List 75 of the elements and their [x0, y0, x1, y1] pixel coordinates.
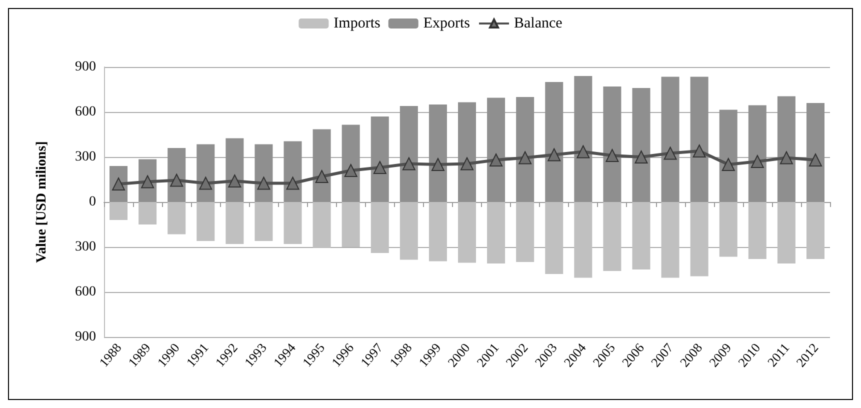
legend-label: Imports — [334, 16, 381, 32]
bar — [690, 76, 708, 202]
y-tick-label: 300 — [75, 150, 96, 164]
point — [722, 158, 735, 171]
bar — [545, 202, 564, 274]
point — [315, 170, 328, 183]
point — [344, 164, 358, 177]
bar — [138, 202, 157, 224]
point — [692, 144, 706, 158]
point — [373, 161, 386, 174]
bar — [632, 202, 650, 270]
point — [664, 146, 677, 160]
point — [402, 157, 416, 170]
bar — [574, 76, 592, 202]
bar — [458, 202, 476, 263]
bar — [110, 202, 128, 220]
bar — [428, 202, 447, 262]
bar — [603, 202, 622, 271]
bar — [370, 202, 389, 253]
bar — [370, 116, 389, 202]
bar — [806, 202, 824, 259]
point — [286, 176, 300, 190]
bar — [312, 202, 331, 248]
bar — [545, 82, 564, 202]
bar — [400, 106, 418, 202]
bar — [719, 110, 738, 202]
bar — [196, 202, 215, 241]
y-tick-label: 900 — [75, 60, 96, 74]
point — [548, 148, 561, 162]
bar — [719, 202, 738, 257]
bar — [806, 103, 824, 202]
bar — [516, 97, 534, 202]
bar — [254, 202, 273, 241]
y-tick-label: 600 — [75, 104, 96, 120]
y-tick-label: 600 — [75, 284, 96, 300]
bar — [400, 202, 418, 260]
bar — [487, 98, 506, 202]
bar — [661, 202, 680, 278]
bar — [777, 96, 796, 202]
point — [606, 149, 619, 162]
point — [228, 174, 242, 188]
bar — [284, 202, 302, 244]
legend-label: Exports — [423, 16, 470, 32]
y-tick-label: 300 — [75, 240, 96, 254]
point — [518, 151, 532, 164]
point — [431, 158, 444, 171]
bar — [603, 86, 622, 202]
y-tick-label: 900 — [75, 330, 96, 344]
point — [780, 151, 793, 164]
bar — [632, 88, 650, 202]
bar — [661, 76, 680, 202]
point — [199, 176, 212, 190]
bar — [748, 202, 766, 259]
bar — [516, 202, 534, 262]
bar — [777, 202, 796, 264]
legend-label: Balance — [514, 16, 563, 32]
point — [257, 176, 270, 190]
bar — [342, 124, 360, 202]
point — [460, 157, 474, 170]
bar — [226, 202, 244, 244]
point — [808, 154, 822, 166]
bar — [168, 202, 186, 234]
bar — [574, 202, 592, 278]
bar — [690, 202, 708, 276]
y-axis-title: Value [USD milions] — [34, 141, 50, 263]
bar — [458, 102, 476, 202]
bar — [748, 105, 766, 202]
bar — [487, 202, 506, 264]
point — [576, 145, 590, 158]
point — [490, 154, 503, 166]
bar — [342, 202, 360, 247]
y-tick-label: 0 — [89, 194, 96, 210]
point — [750, 155, 764, 168]
point — [634, 150, 648, 164]
bar — [428, 104, 447, 202]
